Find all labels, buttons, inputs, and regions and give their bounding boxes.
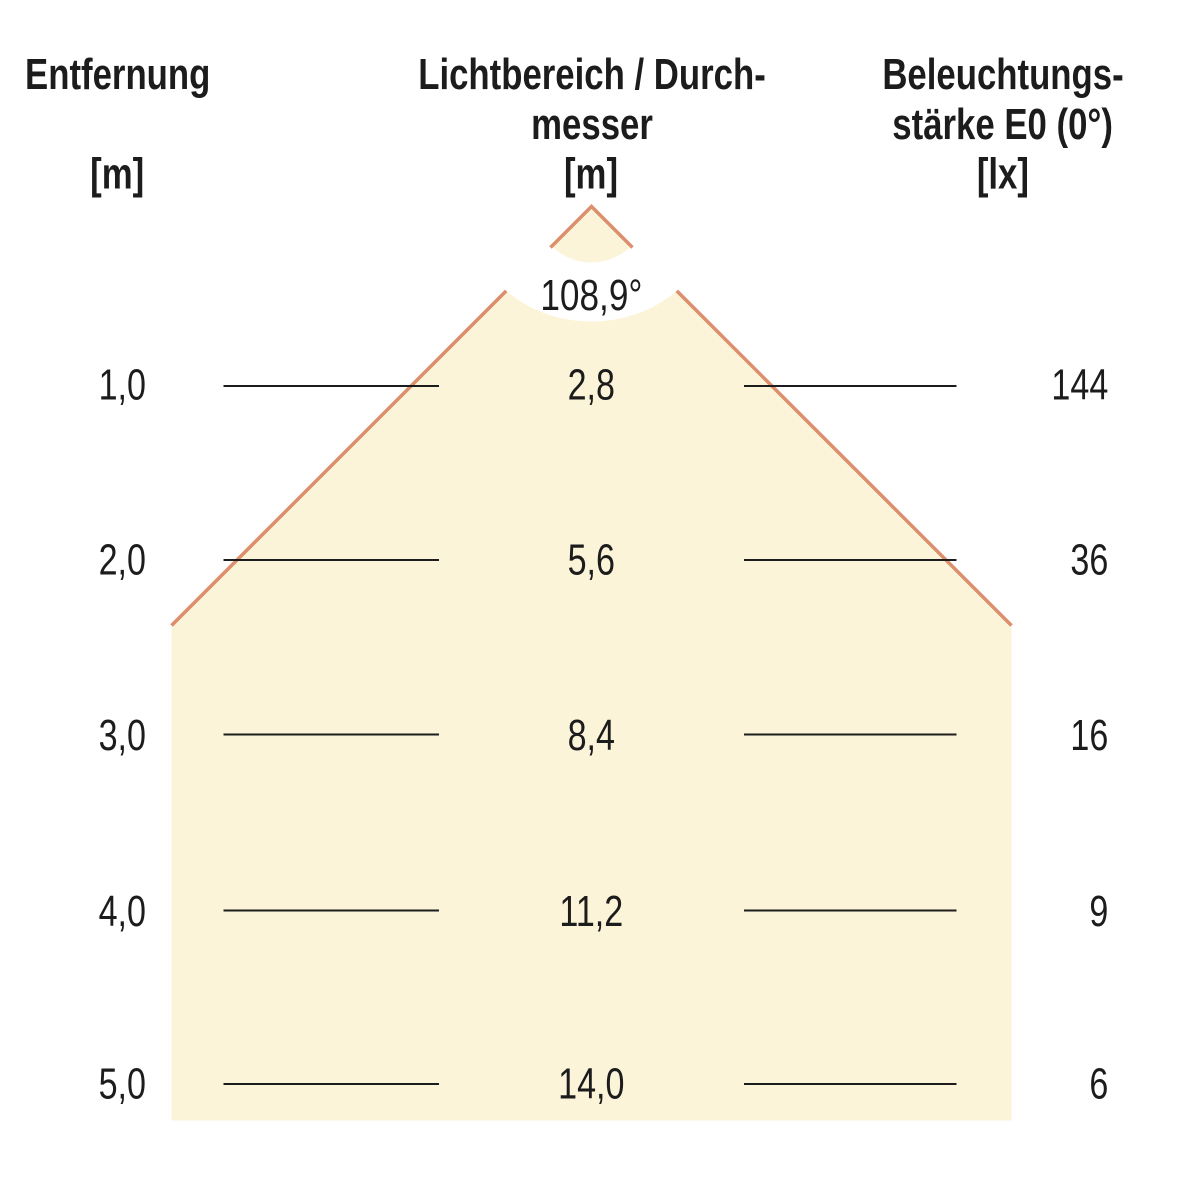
svg-text:36: 36 xyxy=(1070,535,1108,584)
svg-text:6: 6 xyxy=(1089,1059,1108,1108)
svg-text:3,0: 3,0 xyxy=(99,711,146,760)
svg-text:stärke E0 (0°): stärke E0 (0°) xyxy=(892,100,1113,149)
svg-text:[m]: [m] xyxy=(90,150,144,199)
svg-text:Entfernung: Entfernung xyxy=(25,50,210,99)
svg-text:[m]: [m] xyxy=(564,150,618,199)
svg-text:11,2: 11,2 xyxy=(559,887,623,936)
svg-text:16: 16 xyxy=(1070,711,1108,760)
svg-text:108,9°: 108,9° xyxy=(540,271,642,320)
svg-text:messer: messer xyxy=(531,100,653,149)
svg-text:14,0: 14,0 xyxy=(558,1059,624,1108)
svg-text:5,6: 5,6 xyxy=(568,535,615,584)
svg-text:Beleuchtungs-: Beleuchtungs- xyxy=(882,50,1123,99)
svg-text:[lx]: [lx] xyxy=(977,150,1029,199)
svg-text:5,0: 5,0 xyxy=(99,1059,146,1108)
svg-text:Lichtbereich / Durch-: Lichtbereich / Durch- xyxy=(418,50,766,99)
svg-text:9: 9 xyxy=(1089,887,1108,936)
svg-text:2,0: 2,0 xyxy=(99,535,146,584)
svg-text:4,0: 4,0 xyxy=(99,887,146,936)
svg-text:8,4: 8,4 xyxy=(568,711,615,760)
svg-text:144: 144 xyxy=(1051,360,1108,409)
svg-text:1,0: 1,0 xyxy=(99,360,146,409)
svg-text:2,8: 2,8 xyxy=(568,360,615,409)
